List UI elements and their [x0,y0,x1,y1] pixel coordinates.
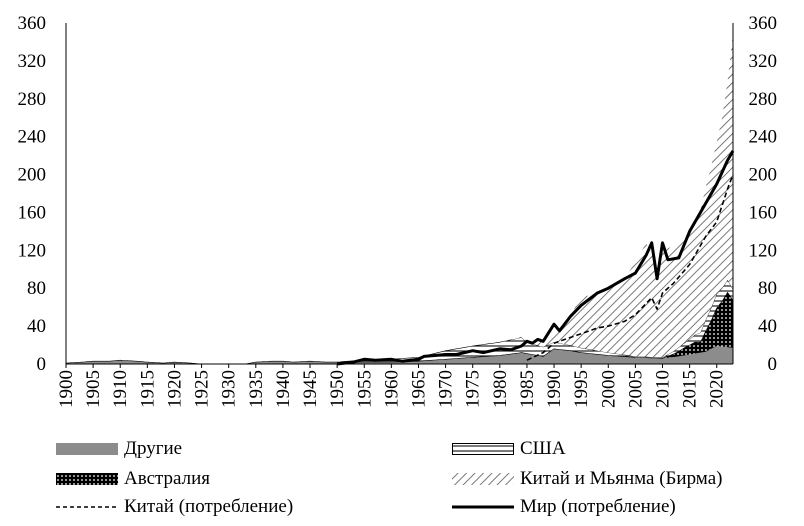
stacked-areas [65,33,734,365]
x-tick-1985: 1985 [517,370,538,408]
y-tick-right-40: 40 [758,316,777,337]
legend-label-china-consumption: Китай (потребление) [124,496,294,517]
legend-swatch-china-myanmar [452,473,514,485]
x-tick-2015: 2015 [680,370,701,408]
x-tick-1970: 1970 [436,370,457,408]
y-tick-right-320: 320 [749,51,778,72]
y-tick-right-360: 360 [749,13,778,34]
x-tick-1995: 1995 [571,370,592,408]
legend-swatch-australia [56,473,118,485]
x-tick-2005: 2005 [625,370,646,408]
y-tick-right-160: 160 [749,202,778,223]
x-tick-1925: 1925 [192,370,213,408]
legend-item-china-consumption: Китай (потребление) [56,494,293,520]
legend-swatch-others [56,443,118,455]
x-tick-1990: 1990 [544,370,565,408]
y-tick-right-0: 0 [768,354,778,375]
x-tick-1930: 1930 [219,370,240,408]
x-tick-1910: 1910 [110,370,131,408]
y-tick-left-240: 240 [18,127,47,148]
x-tick-1955: 1955 [354,370,375,408]
line-china-consumption [526,174,734,361]
x-tick-1980: 1980 [490,370,511,408]
x-tick-1920: 1920 [165,370,186,408]
line-world-consumption [336,150,735,366]
x-tick-1935: 1935 [246,370,267,408]
consumption-lines [336,150,735,366]
y-tick-left-0: 0 [37,354,47,375]
y-tick-left-160: 160 [18,202,47,223]
y-tick-left-360: 360 [18,13,47,34]
legend-item-world-consumption: Мир (потребление) [452,494,676,520]
x-tick-2010: 2010 [653,370,674,408]
legend-item-australia: Австралия [56,466,210,492]
legend-label-usa: США [520,438,566,459]
y-tick-right-120: 120 [749,240,778,261]
legend-label-australia: Австралия [124,468,211,489]
x-tick-1915: 1915 [137,370,158,408]
x-tick-2000: 2000 [598,370,619,408]
y-tick-left-320: 320 [18,51,47,72]
x-tick-2020: 2020 [707,370,728,408]
x-tick-1905: 1905 [83,370,104,408]
x-tick-1950: 1950 [327,370,348,408]
y-tick-right-280: 280 [749,89,778,110]
x-tick-1940: 1940 [273,370,294,408]
legend-item-usa: США [452,436,566,462]
legend-swatch-usa [452,443,514,455]
legend: Другие США Австралия Китай и Мьянма (Бир… [56,436,796,524]
y-tick-right-80: 80 [758,278,777,299]
legend-swatch-world-consumption [452,505,514,509]
legend-item-china-myanmar: Китай и Мьянма (Бирма) [452,466,722,492]
area-china-myanmar [66,33,733,365]
y-tick-left-80: 80 [27,278,46,299]
legend-label-china-myanmar: Китай и Мьянма (Бирма) [520,468,723,489]
legend-swatch-china-consumption [56,506,118,508]
axes: 0 0 40 40 80 80 120 120 160 160 200 200 240 240 280 280… [18,13,778,408]
x-tick-1975: 1975 [463,370,484,408]
x-tick-1945: 1945 [300,370,321,408]
y-tick-left-40: 40 [27,316,46,337]
y-tick-left-120: 120 [18,240,47,261]
y-tick-right-240: 240 [749,127,778,148]
legend-item-others: Другие [56,436,182,462]
y-tick-left-200: 200 [18,165,47,186]
legend-label-world-consumption: Мир (потребление) [520,496,676,517]
y-tick-right-200: 200 [749,165,778,186]
legend-label-others: Другие [124,438,183,459]
chart-canvas: 0 0 40 40 80 80 120 120 160 160 200 200 240 240 280 280… [18,13,778,408]
y-tick-left-280: 280 [18,89,47,110]
x-tick-1960: 1960 [381,370,402,408]
x-tick-1900: 1900 [56,370,77,408]
x-tick-1965: 1965 [409,370,430,408]
